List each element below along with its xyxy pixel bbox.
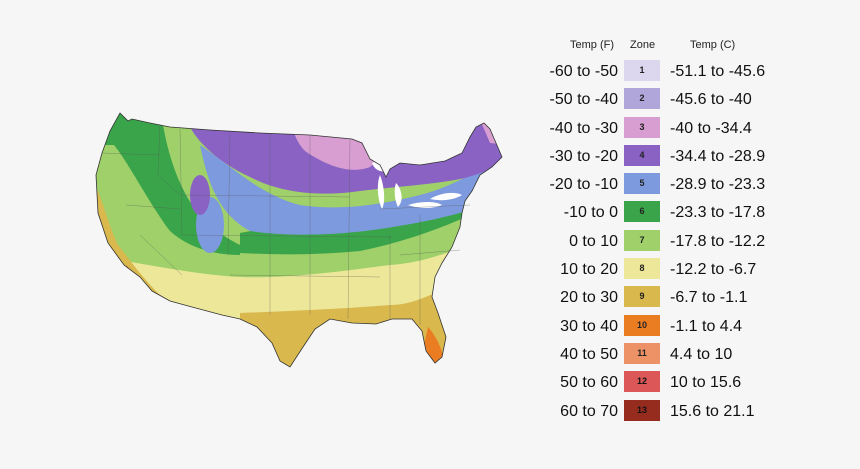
temp-f-range: -10 to 0 bbox=[563, 204, 618, 222]
header-temp-f: Temp (F) bbox=[570, 39, 614, 51]
zone-6-west-area bbox=[96, 113, 240, 255]
temp-c-range: -34.4 to -28.9 bbox=[670, 147, 766, 165]
legend-row-zone-4: -30 to -20 4 -34.4 to -28.9 bbox=[538, 143, 798, 171]
temp-f-range: 30 to 40 bbox=[560, 317, 618, 335]
zone-swatch: 7 bbox=[624, 229, 660, 251]
zone-5-area bbox=[200, 145, 502, 235]
temp-f-range: 60 to 70 bbox=[560, 402, 618, 420]
temp-c-range: -51.1 to -45.6 bbox=[670, 63, 766, 80]
usa-zone-map-svg bbox=[95, 112, 503, 368]
temp-c-range: -6.7 to -1.1 bbox=[670, 289, 748, 307]
legend-row-zone-8: 10 to 20 8 -12.2 to -6.7 bbox=[538, 256, 798, 284]
temp-f-range: -40 to -30 bbox=[549, 119, 618, 137]
legend-row-zone-3: -40 to -30 3 -40 to -34.4 bbox=[538, 115, 798, 143]
temp-f-range: -20 to -10 bbox=[549, 176, 618, 194]
zone-swatch: 5 bbox=[624, 173, 660, 195]
temp-c-range: -23.3 to -17.8 bbox=[670, 204, 766, 222]
legend-row-zone-11: 40 to 50 11 4.4 to 10 bbox=[538, 341, 798, 369]
zone-10-florida-area bbox=[424, 327, 444, 367]
temp-f-range: -30 to -20 bbox=[549, 147, 618, 165]
hardiness-zone-map bbox=[90, 105, 520, 395]
zone-swatch: 2 bbox=[624, 88, 660, 110]
zone-swatch: 3 bbox=[624, 116, 660, 138]
zone-swatch: 9 bbox=[624, 286, 660, 308]
temp-c-range: -12.2 to -6.7 bbox=[670, 261, 757, 279]
zone-swatch: 4 bbox=[624, 144, 660, 166]
legend-row-zone-12: 50 to 60 12 10 to 15.6 bbox=[538, 369, 798, 397]
great-lakes bbox=[372, 161, 462, 209]
legend-row-zone-5: -20 to -10 5 -28.9 to -23.3 bbox=[538, 171, 798, 199]
temp-c-range: 10 to 15.6 bbox=[670, 374, 742, 392]
legend-row-zone-6: -10 to 0 6 -23.3 to -17.8 bbox=[538, 199, 798, 227]
zone-swatch: 10 bbox=[624, 314, 660, 336]
state-borders bbox=[101, 124, 471, 325]
zone-legend: Temp (F) Zone Temp (C) -60 to -50 1 -51.… bbox=[538, 36, 798, 426]
temp-c-range: -1.1 to 4.4 bbox=[670, 317, 743, 335]
temp-c-range: 15.6 to 21.1 bbox=[670, 402, 755, 420]
zone-bands bbox=[96, 113, 502, 367]
zone-4-rockies-area bbox=[190, 175, 210, 215]
legend-row-zone-7: 0 to 10 7 -17.8 to -12.2 bbox=[538, 228, 798, 256]
temp-f-range: 50 to 60 bbox=[560, 374, 618, 392]
temp-f-range: 40 to 50 bbox=[560, 345, 618, 363]
header-zone: Zone bbox=[630, 39, 656, 51]
temp-c-range: -17.8 to -12.2 bbox=[670, 232, 766, 250]
temp-c-range: -40 to -34.4 bbox=[670, 119, 752, 137]
legend-header: Temp (F) Zone Temp (C) bbox=[538, 36, 798, 58]
temp-f-range: 0 to 10 bbox=[569, 232, 618, 250]
temp-c-range: -45.6 to -40 bbox=[670, 91, 752, 109]
temp-f-range: -60 to -50 bbox=[549, 63, 618, 80]
zone-swatch: 12 bbox=[624, 371, 660, 393]
temp-f-range: -50 to -40 bbox=[549, 91, 618, 109]
zone-swatch: 11 bbox=[624, 342, 660, 364]
temp-f-range: 10 to 20 bbox=[560, 261, 618, 279]
header-temp-c: Temp (C) bbox=[690, 39, 736, 51]
legend-row-zone-1: -60 to -50 1 -51.1 to -45.6 bbox=[538, 58, 798, 86]
legend-row-zone-2: -50 to -40 2 -45.6 to -40 bbox=[538, 86, 798, 114]
legend-row-zone-10: 30 to 40 10 -1.1 to 4.4 bbox=[538, 313, 798, 341]
zone-swatch: 6 bbox=[624, 201, 660, 223]
zone-swatch: 8 bbox=[624, 258, 660, 280]
zone-swatch: 1 bbox=[624, 60, 660, 81]
usa-outline bbox=[95, 112, 503, 368]
legend-row-zone-13: 60 to 70 13 15.6 to 21.1 bbox=[538, 398, 798, 426]
temp-c-range: -28.9 to -23.3 bbox=[670, 176, 766, 194]
temp-f-range: 20 to 30 bbox=[560, 289, 618, 307]
legend-row-zone-9: 20 to 30 9 -6.7 to -1.1 bbox=[538, 284, 798, 312]
zone-swatch: 13 bbox=[624, 399, 660, 421]
temp-c-range: 4.4 to 10 bbox=[670, 345, 733, 363]
